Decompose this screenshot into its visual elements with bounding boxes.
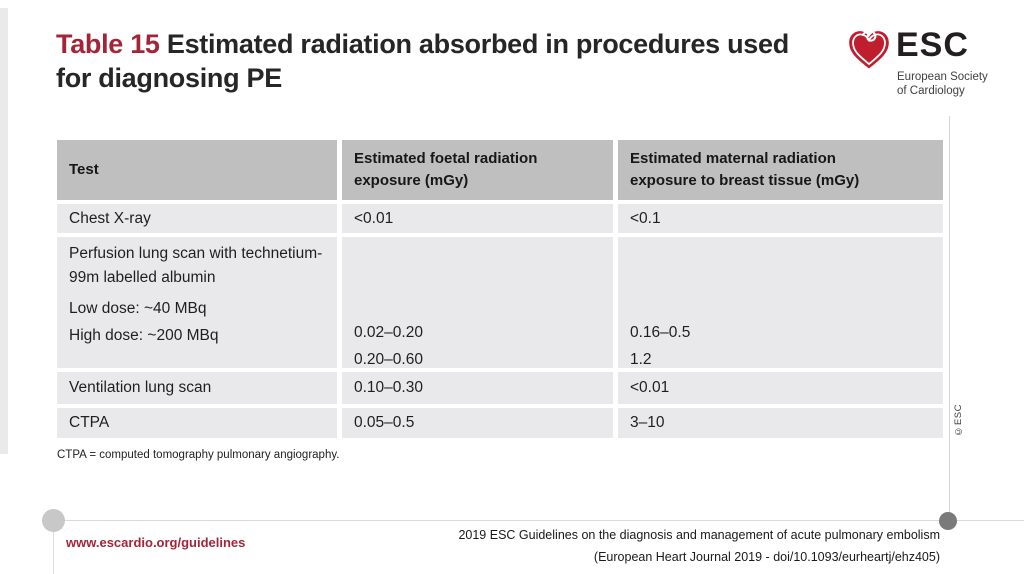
- title-text-line2: for diagnosing PE: [56, 63, 282, 93]
- column-header-maternal-label: Estimated maternal radiation exposure to…: [630, 150, 860, 189]
- perfusion-low-dose-maternal-value: 0.16–0.5: [630, 324, 691, 341]
- esc-logo-text: ESC: [896, 26, 969, 64]
- esc-logo-subtitle: European Society of Cardiology: [897, 70, 1016, 98]
- page-title: Table 15 Estimated radiation absorbed in…: [56, 27, 836, 95]
- esc-heart-icon: [849, 30, 889, 69]
- esc-logo-subtitle-line2: of Cardiology: [897, 85, 965, 97]
- title-text-line1: Estimated radiation absorbed in procedur…: [166, 29, 789, 59]
- title-table-number: Table 15: [56, 29, 160, 59]
- copyright-vertical-label: ©ESC: [953, 404, 964, 437]
- footer-left-circle: [42, 509, 65, 532]
- perfusion-high-dose-maternal-value: 1.2: [630, 351, 652, 368]
- footer-credit: 2019 ESC Guidelines on the diagnosis and…: [458, 524, 940, 568]
- esc-logo-subtitle-line1: European Society: [897, 71, 988, 83]
- cell-test-perfusion: Perfusion lung scan with technetium-99m …: [57, 237, 337, 368]
- cell-test-ventilation: Ventilation lung scan: [57, 372, 337, 404]
- column-header-test: Test: [57, 140, 337, 200]
- table-footnote: CTPA = computed tomography pulmonary ang…: [57, 449, 340, 461]
- footer-right-circle: [939, 512, 957, 530]
- cell-maternal-chest-xray: <0.1: [618, 204, 943, 233]
- cell-test-chest-xray: Chest X-ray: [57, 204, 337, 233]
- right-vertical-divider: [949, 116, 950, 513]
- cell-foetal-ctpa: 0.05–0.5: [342, 408, 613, 438]
- perfusion-test-label: Perfusion lung scan with technetium-99m …: [69, 245, 323, 286]
- credit-line-2: (European Heart Journal 2019 - doi/10.10…: [593, 550, 940, 564]
- cell-foetal-ventilation: 0.10–0.30: [342, 372, 613, 404]
- spacer: [630, 242, 943, 321]
- guidelines-link[interactable]: www.escardio.org/guidelines: [66, 535, 246, 550]
- footer-divider-line: [53, 520, 1024, 521]
- footer-left-vertical-line: [53, 521, 54, 574]
- cell-maternal-perfusion: 0.16–0.5 1.2: [618, 237, 943, 368]
- spacer: [354, 242, 613, 321]
- cell-test-ctpa: CTPA: [57, 408, 337, 438]
- perfusion-high-dose-label: High dose: ~200 MBq: [69, 327, 219, 344]
- credit-line-1: 2019 ESC Guidelines on the diagnosis and…: [458, 528, 940, 542]
- cell-maternal-ventilation: <0.01: [618, 372, 943, 404]
- esc-logo: ESC European Society of Cardiology: [846, 26, 1016, 98]
- column-header-foetal-label: Estimated foetal radiation exposure (mGy…: [354, 150, 538, 189]
- title-line-1: Table 15 Estimated radiation absorbed in…: [56, 27, 836, 61]
- cell-maternal-ctpa: 3–10: [618, 408, 943, 438]
- column-header-foetal: Estimated foetal radiation exposure (mGy…: [342, 140, 613, 200]
- column-header-maternal: Estimated maternal radiation exposure to…: [618, 140, 943, 200]
- cell-foetal-perfusion: 0.02–0.20 0.20–0.60: [342, 237, 613, 368]
- radiation-table: Test Estimated foetal radiation exposure…: [57, 140, 943, 438]
- perfusion-high-dose-foetal-value: 0.20–0.60: [354, 351, 423, 368]
- left-accent-strip: [0, 8, 8, 454]
- perfusion-low-dose-label: Low dose: ~40 MBq: [69, 300, 207, 317]
- cell-foetal-chest-xray: <0.01: [342, 204, 613, 233]
- perfusion-low-dose-foetal-value: 0.02–0.20: [354, 324, 423, 341]
